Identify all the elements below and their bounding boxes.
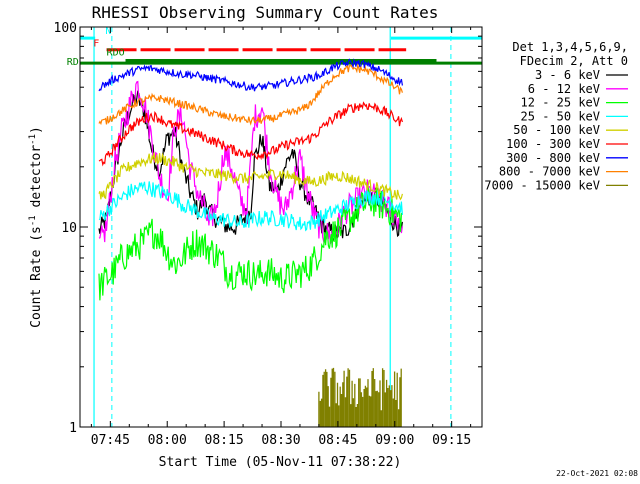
x-tick-label-6: 09:15: [432, 433, 471, 448]
y-axis-label-sup: -1: [28, 215, 38, 226]
x-axis: 07:45 08:00 08:15 08:30 08:45 09:00 09:15: [91, 27, 471, 448]
series-line-3: [98, 181, 403, 232]
legend-entry-0: 3 - 6 keV: [535, 68, 600, 82]
legend-entry-1: 6 - 12 keV: [528, 82, 600, 96]
y-tick-label-1: 10: [61, 221, 77, 236]
legend-entry-4: 50 - 100 keV: [513, 123, 600, 137]
flag-label-1: F: [93, 38, 99, 49]
y-axis: 1 10 100: [54, 21, 482, 436]
y-axis-label-rest: detector: [29, 145, 44, 216]
y-axis-label-sup-2: -1: [28, 134, 38, 145]
x-tick-label-2: 08:15: [205, 433, 244, 448]
flag-label-2: RDO: [107, 48, 125, 59]
y-axis-label: Count Rate (s-1 detector-1): [28, 126, 44, 328]
legend-entry-2: 12 - 25 keV: [521, 96, 600, 110]
legend-entry-5: 100 - 300 keV: [506, 137, 600, 151]
flag-label-0: N: [105, 26, 111, 37]
series-line-1: [98, 80, 403, 245]
series-line-2: [98, 186, 403, 301]
y-axis-label-close: ): [29, 126, 44, 134]
legend-entry-6: 300 - 800 keV: [506, 151, 600, 165]
x-tick-label-0: 07:45: [91, 433, 130, 448]
y-axis-label-main: Count Rate (s: [29, 226, 44, 328]
x-tick-label-5: 09:00: [375, 433, 414, 448]
y-tick-label-2: 100: [54, 21, 77, 36]
footer-date: 22-Oct-2021 02:08: [556, 469, 638, 478]
series-line-5: [98, 101, 403, 167]
legend-entry-3: 25 - 50 keV: [521, 109, 600, 123]
legend-header-2: FDecim 2, Att 0: [520, 54, 628, 68]
flag-label-3: RD: [67, 57, 79, 68]
series-line-6: [98, 58, 403, 92]
legend: Det 1,3,4,5,6,9, FDecim 2, Att 0 3 - 6 k…: [484, 40, 628, 192]
x-tick-label-3: 08:30: [261, 433, 300, 448]
legend-entry-8: 7000 - 15000 keV: [484, 178, 600, 192]
legend-header-1: Det 1,3,4,5,6,9,: [512, 40, 628, 54]
x-tick-label-1: 08:00: [148, 433, 187, 448]
series-line-7: [98, 63, 403, 126]
x-axis-label: Start Time (05-Nov-11 07:38:22): [159, 455, 402, 470]
series-line-4: [98, 152, 403, 201]
plot-area: NF RDO RD: [67, 26, 482, 427]
y-tick-label-0: 1: [69, 421, 77, 436]
chart-title: RHESSI Observing Summary Count Rates: [92, 3, 439, 22]
series-bars-7000-15000: [318, 367, 402, 427]
x-tick-label-4: 08:45: [318, 433, 357, 448]
legend-entry-7: 800 - 7000 keV: [499, 165, 600, 179]
